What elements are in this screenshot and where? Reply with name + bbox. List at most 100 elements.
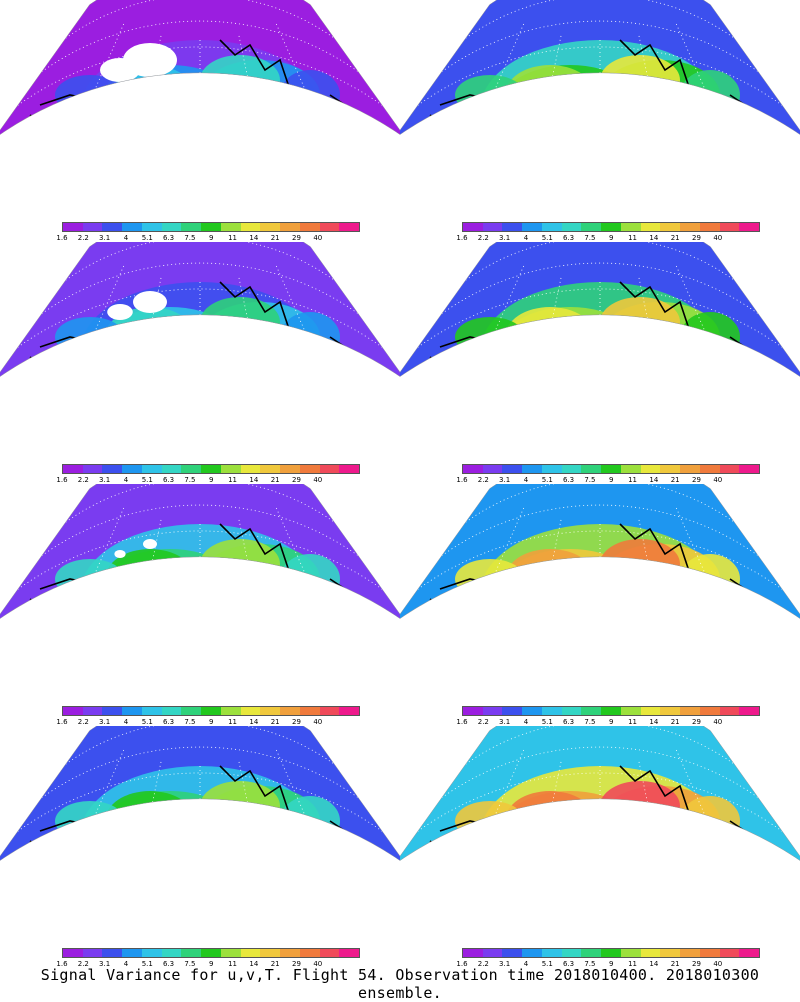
colorbar-ticks: 1.6 2.2 3.1 4 5.1 6.3 7.5 9 11 14 21 29 40 xyxy=(452,234,772,244)
colorbar-swatch xyxy=(719,465,740,473)
colorbar-swatch xyxy=(220,707,241,715)
colorbar-tick-label: 1.6 xyxy=(456,718,468,726)
colorbar-swatch xyxy=(680,949,700,957)
map-panel: 2018010400 + 72h1.62.23.145.16.37.591114… xyxy=(400,484,800,726)
colorbar-swatch xyxy=(319,465,340,473)
colorbar-tick-label: 4 xyxy=(123,718,129,726)
colorbar-swatch xyxy=(699,223,720,231)
graticule-line xyxy=(441,262,759,315)
colorbar-tick-label: 40 xyxy=(313,960,323,968)
map-panel: 2018010400 + 00h1.62.23.145.16.37.591114… xyxy=(0,0,400,242)
missing-data-patch xyxy=(107,304,133,320)
map-panel: 2018010400 + 48h1.62.23.145.16.37.591114… xyxy=(400,0,800,242)
colorbar-tick-label: 29 xyxy=(292,960,301,968)
colorbar-tick-label: 29 xyxy=(692,234,701,242)
colorbar-swatch xyxy=(240,707,261,715)
colorbar-swatch xyxy=(522,707,542,715)
map-background xyxy=(0,0,400,139)
colorbar xyxy=(62,222,360,232)
colorbar-swatch xyxy=(161,707,182,715)
colorbar-swatch xyxy=(122,223,142,231)
colorbar-tick-label: 14 xyxy=(649,234,659,242)
colorbar-swatch xyxy=(280,223,300,231)
colorbar-tick-label: 6.3 xyxy=(163,476,175,484)
colorbar-ticks: 1.6 2.2 3.1 4 5.1 6.3 7.5 9 11 14 21 29 40 xyxy=(52,234,372,244)
variance-blob xyxy=(560,811,670,865)
colorbar-tick-label: 4 xyxy=(123,960,129,968)
colorbar-tick-label: 6.3 xyxy=(563,718,575,726)
colorbar-tick-label: 2.2 xyxy=(477,718,489,726)
variance-blob xyxy=(455,317,525,357)
figure-caption: Signal Variance for u,v,T. Flight 54. Ob… xyxy=(40,966,760,1002)
graticule-line xyxy=(41,504,359,557)
colorbar-swatch xyxy=(220,465,241,473)
colorbar-swatch xyxy=(660,949,681,957)
colorbar-swatch xyxy=(620,949,641,957)
map-outline xyxy=(400,0,800,135)
variance-blob xyxy=(150,322,210,362)
colorbar-swatch xyxy=(561,707,582,715)
variance-blob xyxy=(550,322,610,362)
colorbar-tick-label: 4 xyxy=(523,234,529,242)
colorbar-tick-label: 14 xyxy=(249,960,259,968)
map-background xyxy=(400,484,800,623)
variance-map xyxy=(400,242,800,381)
colorbar-tick-label: 21 xyxy=(270,234,280,242)
colorbar-tick-label: 9 xyxy=(208,476,214,484)
variance-blob xyxy=(55,317,125,357)
colorbar-tick-label: 9 xyxy=(608,476,614,484)
colorbar-tick-label: 2.2 xyxy=(77,718,89,726)
missing-data-patch xyxy=(272,618,288,623)
variance-map xyxy=(0,242,400,452)
colorbar-swatch xyxy=(161,465,182,473)
colorbar-tick-label: 7.5 xyxy=(184,234,196,242)
colorbar-tick-label: 2.2 xyxy=(477,960,489,968)
colorbar-swatch xyxy=(63,465,83,473)
map-outline xyxy=(0,0,400,135)
colorbar-swatch xyxy=(739,465,760,473)
colorbar-tick-label: 11 xyxy=(228,476,238,484)
colorbar-swatch xyxy=(102,707,123,715)
variance-blob xyxy=(180,382,250,452)
colorbar-swatch xyxy=(699,949,720,957)
variance-map xyxy=(400,726,800,936)
colorbar-tick-label: 7.5 xyxy=(584,234,596,242)
colorbar-tick-label: 14 xyxy=(249,234,259,242)
colorbar-swatch xyxy=(339,949,360,957)
colorbar-tick-label: 2.2 xyxy=(77,476,89,484)
colorbar-tick-label: 14 xyxy=(249,476,259,484)
colorbar-swatch xyxy=(280,707,300,715)
colorbar-swatch xyxy=(339,707,360,715)
variance-blob xyxy=(505,791,595,851)
colorbar-ticks: 1.6 2.2 3.1 4 5.1 6.3 7.5 9 11 14 21 29 40 xyxy=(452,476,772,486)
colorbar-swatch xyxy=(719,223,740,231)
colorbar-swatch xyxy=(240,949,261,957)
map-outline xyxy=(400,242,800,377)
colorbar-tick-label: 4 xyxy=(523,960,529,968)
variance-blob xyxy=(580,866,650,936)
variance-blob xyxy=(580,624,650,694)
colorbar-tick-label: 1.6 xyxy=(56,234,68,242)
variance-blob xyxy=(200,539,280,589)
colorbar-tick-label: 40 xyxy=(713,718,723,726)
colorbar-tick-label: 14 xyxy=(649,960,659,968)
colorbar-swatch xyxy=(620,707,641,715)
colorbar-tick-label: 11 xyxy=(628,234,638,242)
colorbar-swatch xyxy=(319,949,340,957)
variance-blob xyxy=(55,559,125,599)
missing-data-patch xyxy=(114,550,126,558)
map-panel: 2018010400 + 36h1.62.23.145.16.37.591114… xyxy=(0,726,400,968)
variance-blob xyxy=(600,297,680,347)
colorbar xyxy=(462,948,760,958)
colorbar-swatch xyxy=(522,949,542,957)
colorbar-ticks: 1.6 2.2 3.1 4 5.1 6.3 7.5 9 11 14 21 29 40 xyxy=(52,476,372,486)
colorbar-swatch xyxy=(463,465,483,473)
variance-blob xyxy=(60,90,160,139)
colorbar-swatch xyxy=(502,465,523,473)
colorbar-tick-label: 11 xyxy=(228,718,238,726)
colorbar-swatch xyxy=(522,223,542,231)
colorbar-swatch xyxy=(260,949,281,957)
colorbar-swatch xyxy=(739,223,760,231)
colorbar-tick-label: 6.3 xyxy=(163,718,175,726)
colorbar-swatch xyxy=(82,465,103,473)
